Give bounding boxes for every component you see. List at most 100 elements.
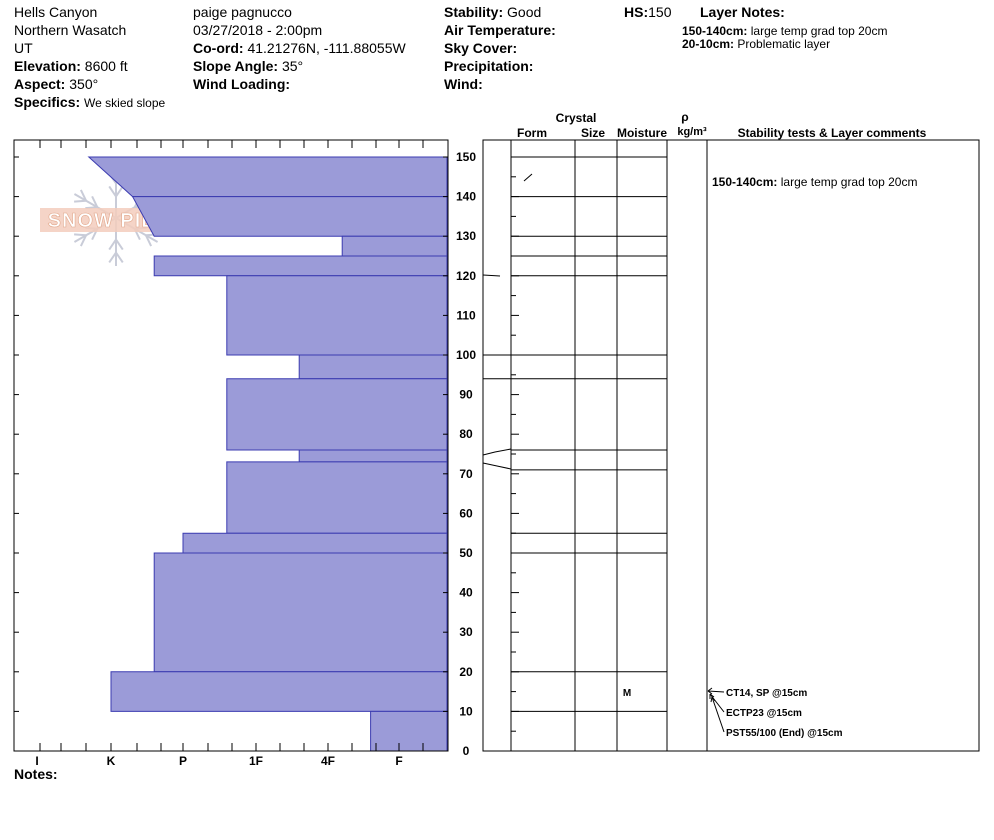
layer-table: Crystal Form Size Moisture ρ kg/m³ Stabi… <box>482 110 980 752</box>
location-name: Hells Canyon <box>14 4 98 20</box>
elevation-value: 8600 ft <box>84 58 128 74</box>
crystal-header: Crystal <box>556 111 597 125</box>
depth-tick-label: 130 <box>456 229 476 243</box>
hardness-profile <box>87 156 448 752</box>
slope-value: 35° <box>281 58 304 74</box>
hs-label: HS: <box>624 4 649 20</box>
hardness-chart-ticks <box>14 140 448 752</box>
depth-tick-label: 90 <box>459 388 473 402</box>
layer-connectors <box>482 274 512 470</box>
wind-label: Wind: <box>444 76 483 92</box>
size-header: Size <box>581 126 605 140</box>
hardness-layer <box>153 552 448 673</box>
coord-field: Co-ord: 41.21276N, -111.88055W <box>193 39 406 57</box>
precip-field: Precipitation: <box>444 57 533 75</box>
depth-tick-label: 60 <box>459 506 473 520</box>
wind-field: Wind: <box>444 75 483 93</box>
table-depth-ticks <box>511 156 519 752</box>
hardness-layer <box>131 196 448 237</box>
grain-form-symbol <box>523 173 533 182</box>
depth-tick-label: 10 <box>459 704 473 718</box>
hardness-axis-labels: I K P 1F 4F F <box>35 754 402 768</box>
elevation-field: Elevation: 8600 ft <box>14 57 128 75</box>
depth-tick-label: 120 <box>456 269 476 283</box>
hardness-label: F <box>395 754 402 768</box>
precip-label: Precipitation: <box>444 58 534 74</box>
depth-tick-label: 20 <box>459 665 473 679</box>
hardness-layer <box>298 449 448 463</box>
state-name: UT <box>14 40 33 56</box>
layer-note: 150-140cm: large temp grad top 20cm <box>682 24 888 38</box>
hardness-label: 4F <box>321 754 335 768</box>
sky-cover-field: Sky Cover: <box>444 39 517 57</box>
stability-label: Stability: <box>444 4 504 20</box>
aspect-field: Aspect: 350° <box>14 75 98 93</box>
hardness-label: K <box>107 754 116 768</box>
hardness-layer <box>341 235 448 257</box>
slope-field: Slope Angle: 35° <box>193 57 303 75</box>
stability-test-ct: CT14, SP @15cm <box>726 688 807 699</box>
aspect-value: 350° <box>69 76 99 92</box>
depth-tick-label: 110 <box>456 308 476 322</box>
hardness-label: I <box>35 754 38 768</box>
depth-tick-label: 40 <box>459 586 473 600</box>
hardness-layer <box>226 378 448 451</box>
form-header: Form <box>517 126 547 140</box>
elevation-label: Elevation: <box>14 58 81 74</box>
moisture-header: Moisture <box>617 126 667 140</box>
wind-loading-label: Wind Loading: <box>193 76 291 92</box>
wind-loading-field: Wind Loading: <box>193 75 290 93</box>
density-unit: kg/m³ <box>677 126 707 138</box>
stability-value: Good <box>507 4 542 20</box>
hardness-layer <box>298 354 448 380</box>
stability-field: Stability: Good <box>444 3 541 21</box>
observation-datetime: 03/27/2018 - 2:00pm <box>193 22 323 38</box>
hardness-layer <box>110 671 448 712</box>
hardness-layer <box>370 710 448 752</box>
air-temp-label: Air Temperature: <box>444 22 556 38</box>
stability-comments-header: Stability tests & Layer comments <box>738 126 927 140</box>
table-frame <box>482 139 980 752</box>
hardness-layer <box>182 532 448 554</box>
observer-name: paige pagnucco <box>193 4 292 20</box>
stability-test-ectp: ECTP23 @15cm <box>726 708 802 719</box>
hs-field: HS:150 <box>624 3 671 21</box>
depth-tick-label: 70 <box>459 467 473 481</box>
layer-notes-title: Layer Notes: <box>700 4 785 20</box>
depth-tick-label: 30 <box>459 625 473 639</box>
depth-axis: 0 10 20 30 40 50 60 70 80 90 100 110 120 130 140 150 <box>456 150 476 758</box>
slope-label: Slope Angle: <box>193 58 279 74</box>
moisture-value: M <box>623 688 631 699</box>
aspect-label: Aspect: <box>14 76 66 92</box>
notes-label: Notes: <box>14 766 58 782</box>
hardness-layer <box>87 156 448 198</box>
depth-tick-label: 50 <box>459 546 473 560</box>
depth-tick-label: 100 <box>456 348 476 362</box>
hardness-label: 1F <box>249 754 263 768</box>
depth-tick-label: 80 <box>459 427 473 441</box>
stability-test-pst: PST55/100 (End) @15cm <box>726 728 843 739</box>
density-symbol: ρ <box>681 110 688 124</box>
layer-comment: 150-140cm: large temp grad top 20cm <box>712 175 917 189</box>
layer-rows <box>483 156 667 712</box>
hardness-layer <box>226 461 448 534</box>
coord-value: 41.21276N, -111.88055W <box>247 40 406 56</box>
hardness-layer <box>153 255 448 277</box>
range-name: Northern Wasatch <box>14 22 127 38</box>
air-temp-field: Air Temperature: <box>444 21 556 39</box>
layer-note: 20-10cm: Problematic layer <box>682 37 831 51</box>
stability-test-arrows <box>707 687 725 733</box>
depth-tick-label: 0 <box>463 744 470 758</box>
depth-tick-label: 140 <box>456 190 476 204</box>
hardness-chart-frame <box>13 139 449 752</box>
specifics-field: Specifics: We skied slope <box>14 93 165 112</box>
sky-cover-label: Sky Cover: <box>444 40 518 56</box>
specifics-value: We skied slope <box>84 96 166 110</box>
depth-tick-label: 150 <box>456 150 476 164</box>
coord-label: Co-ord: <box>193 40 244 56</box>
hardness-label: P <box>179 754 187 768</box>
specifics-label: Specifics: <box>14 94 81 110</box>
hs-value: 150 <box>648 4 672 20</box>
hardness-layer <box>226 275 448 356</box>
